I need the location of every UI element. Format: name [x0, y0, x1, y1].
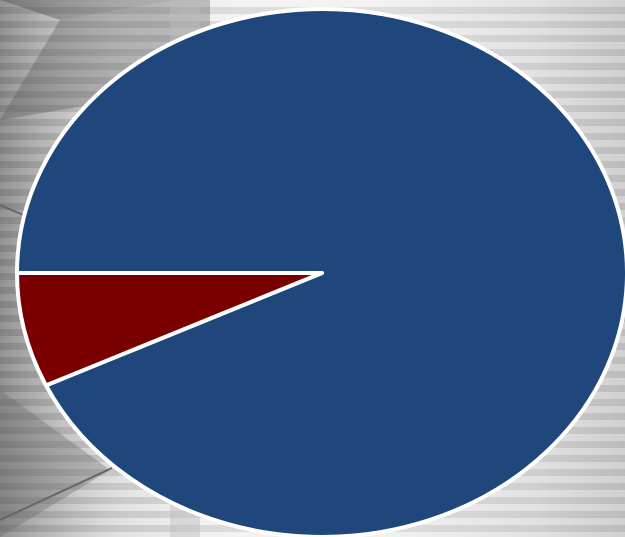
pie-slices — [15, 7, 625, 537]
pie-slice-2 — [15, 271, 324, 388]
